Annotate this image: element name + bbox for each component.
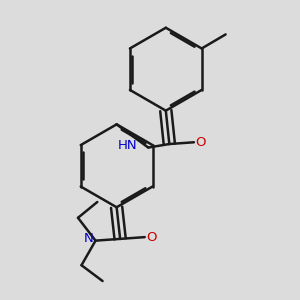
Text: HN: HN: [118, 139, 138, 152]
Text: O: O: [196, 136, 206, 149]
Text: O: O: [146, 231, 157, 244]
Text: N: N: [84, 232, 94, 245]
